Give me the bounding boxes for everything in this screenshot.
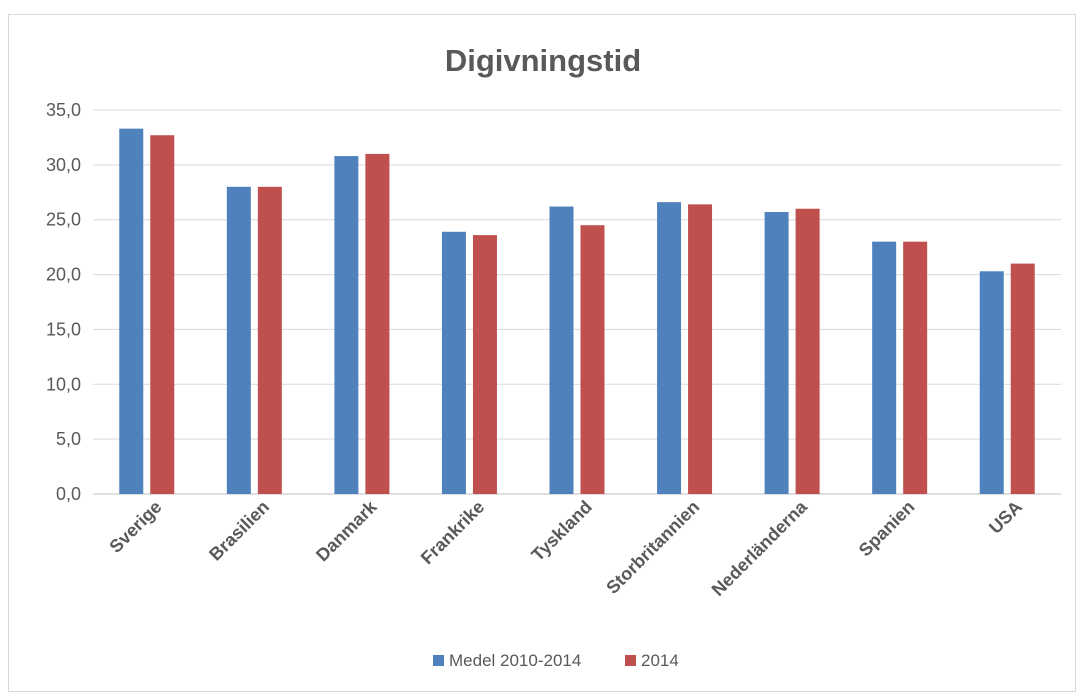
x-tick-label: Spanien — [855, 497, 919, 561]
x-tick-label: USA — [985, 497, 1026, 538]
y-tick-label: 5,0 — [56, 429, 81, 449]
x-tick-label: Frankrike — [417, 497, 488, 568]
bar-2014-storbritannien — [688, 204, 713, 494]
bar-medel-danmark — [334, 156, 359, 494]
chart-title: Digivningstid — [445, 43, 641, 78]
bar-2014-spanien — [903, 241, 928, 494]
bar-2014-danmark — [365, 153, 390, 494]
legend-swatch — [625, 655, 636, 666]
x-tick-label: Tyskland — [527, 497, 595, 565]
x-tick-label: Sverige — [105, 497, 165, 557]
y-tick-label: 35,0 — [46, 100, 81, 120]
legend: Medel 2010-2014 2014 — [433, 651, 679, 670]
y-tick-label: 0,0 — [56, 484, 81, 504]
bar-medel-usa — [979, 271, 1004, 494]
gridlines — [93, 109, 1061, 495]
bar-chart: Digivningstid 0,0 5,0 10,0 15,0 20,0 25,0 30,0… — [46, 43, 1061, 670]
bar-medel-tyskland — [549, 206, 574, 494]
y-tick-label: 30,0 — [46, 155, 81, 175]
y-tick-label: 10,0 — [46, 374, 81, 394]
bar-2014-brasilien — [257, 186, 282, 495]
bar-2014-nederländerna — [795, 208, 820, 494]
bar-medel-storbritannien — [657, 202, 682, 494]
x-tick-label: Brasilien — [205, 497, 273, 565]
bars — [119, 128, 1035, 495]
chart-frame: Digivningstid 0,0 5,0 10,0 15,0 20,0 25,0 30,0… — [8, 14, 1076, 692]
x-tick-label: Nederländerna — [708, 496, 812, 600]
bar-medel-brasilien — [226, 186, 251, 495]
bar-2014-tyskland — [580, 225, 605, 494]
legend-label: 2014 — [641, 651, 679, 670]
y-tick-label: 15,0 — [46, 319, 81, 339]
y-tick-label: 25,0 — [46, 210, 81, 230]
x-tick-label: Storbritannien — [602, 497, 703, 598]
bar-2014-frankrike — [472, 235, 497, 494]
legend-label: Medel 2010-2014 — [449, 651, 581, 670]
bar-2014-sverige — [150, 135, 175, 494]
bar-medel-frankrike — [441, 231, 466, 495]
x-axis-ticks: Sverige Brasilien Danmark Frankrike Tyskland… — [105, 496, 1026, 600]
x-tick-label: Danmark — [312, 496, 381, 565]
bar-2014-usa — [1010, 263, 1035, 494]
y-axis-ticks: 0,0 5,0 10,0 15,0 20,0 25,0 30,0 35,0 — [46, 100, 81, 504]
legend-swatch — [433, 655, 444, 666]
y-tick-label: 20,0 — [46, 265, 81, 285]
bar-medel-nederländerna — [764, 212, 789, 494]
bar-medel-sverige — [119, 128, 144, 494]
bar-medel-spanien — [872, 241, 897, 494]
